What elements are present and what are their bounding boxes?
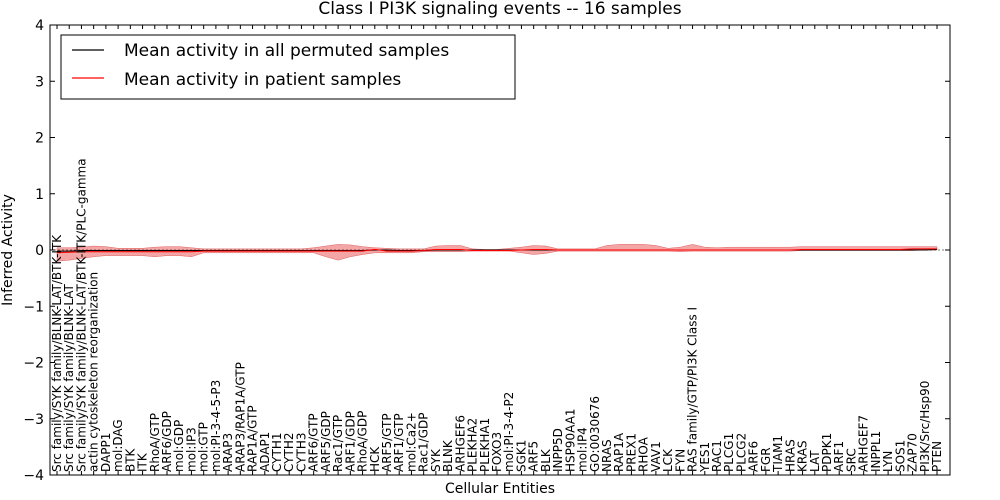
x-tick-label: CYTH2 bbox=[282, 433, 296, 473]
x-tick-label: HSP90AA1 bbox=[563, 408, 577, 472]
x-tick-label: ARHGEF7 bbox=[857, 415, 871, 472]
x-tick-label: SOS1 bbox=[893, 440, 907, 472]
x-tick-label: actin cytoskeleton reorganization bbox=[87, 272, 101, 472]
x-tick-label: DAPP1 bbox=[99, 433, 113, 472]
x-tick-label: PTEN bbox=[930, 441, 944, 472]
x-tick-label: Src family/SYK family/BLNK-LAT/BTK-ITK bbox=[50, 234, 64, 472]
x-ticks: Src family/SYK family/BLNK-LAT/BTK-ITKSr… bbox=[50, 25, 944, 475]
x-tick-label: CYTH1 bbox=[270, 433, 284, 473]
x-tick-label: FYN bbox=[673, 449, 687, 472]
x-tick-label: BLNK bbox=[441, 439, 455, 472]
y-tick-label: 1 bbox=[35, 187, 44, 203]
x-tick-label: RHOA bbox=[637, 436, 651, 472]
x-tick-label: LYN bbox=[881, 451, 895, 472]
y-tick-label: 4 bbox=[35, 18, 44, 34]
x-tick-label: ARAP3 bbox=[221, 433, 235, 472]
x-tick-label: BTK bbox=[123, 447, 137, 472]
x-tick-label: ITK bbox=[136, 452, 150, 472]
y-tick-label: −3 bbox=[23, 412, 44, 428]
x-tick-label: KRAS bbox=[796, 440, 810, 472]
x-tick-label: mol:DAG bbox=[111, 419, 125, 472]
x-tick-label: ARF5/GDP bbox=[319, 411, 333, 472]
x-tick-label: FOXO3 bbox=[490, 432, 504, 472]
x-tick-label: mol:Ca2+ bbox=[404, 412, 418, 472]
y-axis-label: Inferred Activity bbox=[0, 194, 16, 306]
x-tick-label: RAS family/GTP/PI3K Class I bbox=[686, 307, 700, 472]
x-tick-label: PI3K/Src/Hsp90 bbox=[918, 381, 932, 472]
x-tick-label: ARF5 bbox=[527, 441, 541, 472]
x-tick-label: RAP1A/GTP bbox=[246, 405, 260, 472]
x-tick-label: INPP5D bbox=[551, 428, 565, 472]
x-axis-label: Cellular Entities bbox=[445, 481, 555, 497]
legend-label-patient: Mean activity in patient samples bbox=[124, 70, 401, 90]
plot-frame bbox=[49, 24, 951, 476]
x-tick-label: YES1 bbox=[698, 442, 712, 473]
x-tick-label: ARF1/GTP bbox=[392, 413, 406, 472]
x-tick-label: LAT bbox=[808, 450, 822, 472]
y-tick-label: −1 bbox=[23, 299, 44, 315]
x-tick-label: Src family/SYK family/BLNK-LAT/BTK-ITK/P… bbox=[74, 158, 88, 472]
x-tick-label: PLEKHA1 bbox=[478, 418, 492, 472]
x-tick-label: Rac1/GTP bbox=[331, 415, 345, 472]
x-tick-label: ZAP70 bbox=[906, 433, 920, 472]
chart-title: Class I PI3K signaling events -- 16 samp… bbox=[318, 0, 681, 19]
x-tick-label: BLK bbox=[539, 448, 553, 472]
y-tick-label: 2 bbox=[35, 131, 44, 147]
x-tick-label: FGR bbox=[759, 447, 773, 472]
x-tick-label: NRAS bbox=[600, 439, 614, 472]
x-tick-label: VAV1 bbox=[649, 441, 663, 472]
x-tick-label: TIAM1 bbox=[771, 435, 785, 473]
x-tick-label: mol:PI-3-4-P2 bbox=[502, 392, 516, 472]
x-tick-label: mol:GDP bbox=[172, 420, 186, 472]
x-tick-label: mol:GTP bbox=[197, 422, 211, 472]
x-tick-label: mol:PI-3-4-5-P3 bbox=[209, 380, 223, 472]
x-tick-label: ARF6/GDP bbox=[160, 411, 174, 472]
x-tick-label: GO:0030676 bbox=[588, 396, 602, 472]
x-tick-label: ADAP1 bbox=[258, 432, 272, 472]
x-tick-label: PLCG1 bbox=[722, 433, 736, 472]
x-tick-label: ARF1 bbox=[832, 441, 846, 472]
x-tick-label: mol:IP3 bbox=[184, 427, 198, 472]
patient-spread-band bbox=[56, 244, 938, 262]
y-tick-label: 0 bbox=[35, 243, 44, 259]
x-tick-label: ARF6 bbox=[747, 441, 761, 472]
legend-label-permuted: Mean activity in all permuted samples bbox=[124, 41, 449, 61]
x-tick-label: HRAS bbox=[783, 439, 797, 472]
x-tick-label: Src family/SYK family/BLNK-LAT bbox=[62, 283, 76, 472]
x-tick-label: PLEKHA2 bbox=[466, 418, 480, 472]
y-tick-label: −2 bbox=[23, 356, 44, 372]
x-tick-label: INPPL1 bbox=[869, 431, 883, 472]
x-tick-label: RhoA/GTP bbox=[148, 413, 162, 472]
activity-band-layer bbox=[56, 244, 938, 262]
x-tick-label: CYTH3 bbox=[294, 433, 308, 473]
x-tick-label: SGK1 bbox=[514, 440, 528, 472]
x-tick-label: PLCG2 bbox=[734, 433, 748, 472]
legend: Mean activity in all permuted samples Me… bbox=[60, 34, 516, 100]
legend-box bbox=[60, 34, 516, 100]
series-layer bbox=[56, 248, 938, 254]
x-tick-label: ARAP3/RAP1A/GTP bbox=[233, 362, 247, 472]
x-tick-label: ARF1/GDP bbox=[343, 411, 357, 472]
x-tick-label: RAC1 bbox=[710, 440, 724, 472]
y-tick-label: −4 bbox=[23, 468, 44, 484]
x-tick-label: SRC bbox=[844, 448, 858, 472]
x-tick-label: ARF6/GTP bbox=[307, 413, 321, 472]
x-tick-label: ARF5/GTP bbox=[380, 413, 394, 472]
x-tick-label: RhoA/GDP bbox=[356, 411, 370, 472]
y-ticks: −4 −3 −2 −1 0 1 2 3 4 bbox=[23, 18, 950, 484]
x-tick-label: PDPK1 bbox=[820, 433, 834, 472]
x-tick-label: Rac1/GDP bbox=[417, 413, 431, 472]
x-tick-label: SYK bbox=[429, 448, 443, 472]
x-tick-label: ARHGEF6 bbox=[453, 415, 467, 472]
series-line-patient bbox=[56, 248, 937, 254]
x-tick-label: PREX1 bbox=[624, 433, 638, 472]
x-tick-label: HCK bbox=[368, 446, 382, 472]
x-tick-label: RAP1A bbox=[612, 432, 626, 472]
y-tick-label: 3 bbox=[35, 74, 44, 90]
x-tick-label: LCK bbox=[661, 448, 675, 472]
x-tick-label: mol:IP4 bbox=[576, 427, 590, 472]
